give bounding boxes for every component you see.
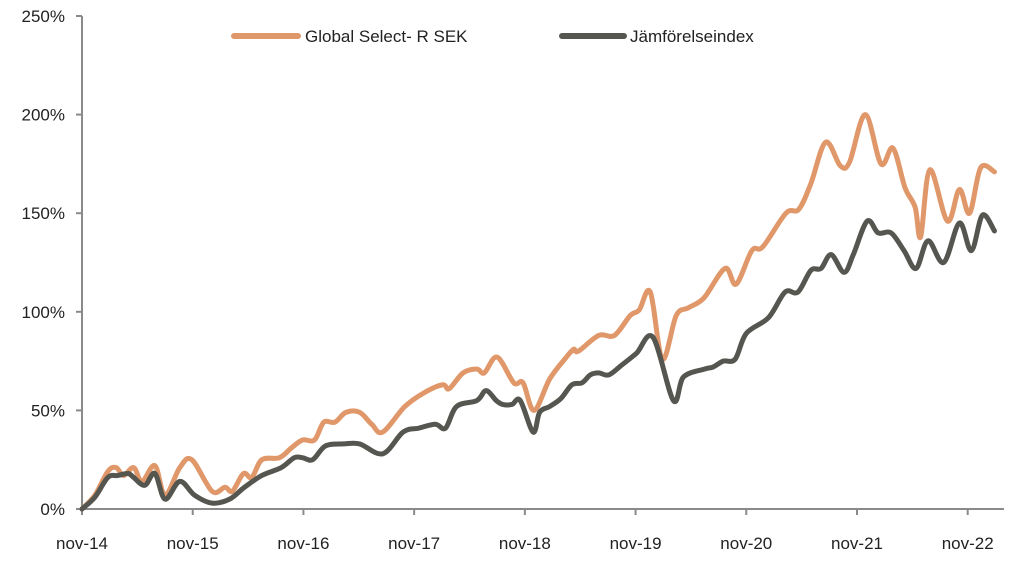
x-tick-label: nov-21	[831, 534, 883, 553]
x-tick-label: nov-16	[277, 534, 329, 553]
x-tick-label: nov-14	[56, 534, 108, 553]
y-tick-label: 250%	[22, 7, 65, 26]
legend-label-fund: Global Select- R SEK	[305, 27, 468, 46]
y-tick-label: 100%	[22, 303, 65, 322]
x-tick-label: nov-15	[167, 534, 219, 553]
legend-label-index: Jämförelseindex	[630, 27, 754, 46]
y-tick-label: 0%	[40, 500, 65, 519]
y-tick-label: 50%	[31, 401, 65, 420]
legend: Global Select- R SEK Jämförelseindex	[231, 27, 754, 46]
x-tick-label: nov-18	[499, 534, 551, 553]
x-tick-label: nov-20	[720, 534, 772, 553]
x-tick-label: nov-19	[610, 534, 662, 553]
series-group	[79, 112, 997, 512]
x-tick-label: nov-22	[942, 534, 994, 553]
series-line-fund	[79, 112, 997, 512]
y-tick-label: 200%	[22, 106, 65, 125]
axes: 0% 50% 100% 150% 200% 250% nov-14 nov-15 nov-16 n…	[22, 7, 1004, 553]
y-tick-label: 150%	[22, 204, 65, 223]
series-line-index	[79, 212, 997, 512]
x-tick-label: nov-17	[388, 534, 440, 553]
